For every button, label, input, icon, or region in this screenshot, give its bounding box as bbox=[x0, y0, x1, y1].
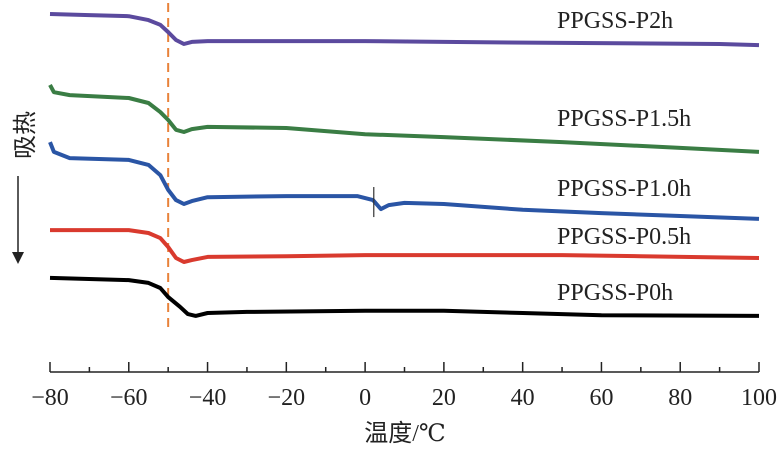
x-axis: −80 −60 −40 −20 0 20 40 60 80 100 bbox=[31, 362, 777, 411]
series-line-ppgss-p1-0h bbox=[48, 141, 760, 221]
x-tick-label: −60 bbox=[110, 385, 148, 411]
series-line-ppgss-p1-5h bbox=[48, 83, 760, 154]
x-tick-label: −40 bbox=[189, 385, 227, 411]
series-line-ppgss-p2h bbox=[49, 12, 760, 48]
series-label-p0h: PPGSS-P0h bbox=[557, 280, 673, 306]
x-tick-label: 80 bbox=[668, 385, 692, 411]
series-labels: PPGSS-P2h PPGSS-P1.5h PPGSS-P1.0h PPGSS-… bbox=[557, 8, 691, 306]
series-layer bbox=[48, 3, 760, 328]
series-line-ppgss-p0-5h bbox=[50, 228, 760, 264]
x-tick-label: 40 bbox=[511, 385, 535, 411]
x-tick-label: 20 bbox=[432, 385, 456, 411]
series-label-p1-0h: PPGSS-P1.0h bbox=[557, 176, 691, 202]
x-tick-label: 100 bbox=[741, 385, 777, 411]
series-label-p2h: PPGSS-P2h bbox=[557, 8, 673, 34]
series-label-p1-5h: PPGSS-P1.5h bbox=[557, 106, 691, 132]
y-direction-arrow-icon bbox=[12, 176, 24, 264]
x-tick-label: 60 bbox=[589, 385, 613, 411]
series-line-ppgss-p0h bbox=[49, 275, 760, 318]
x-tick-label: −20 bbox=[268, 385, 306, 411]
y-axis-title: 吸热 bbox=[12, 111, 39, 159]
x-tick-label: 0 bbox=[359, 385, 371, 411]
x-axis-title: 温度/℃ bbox=[364, 420, 446, 447]
series-label-p0-5h: PPGSS-P0.5h bbox=[557, 224, 691, 250]
x-tick-label: −80 bbox=[31, 385, 69, 411]
